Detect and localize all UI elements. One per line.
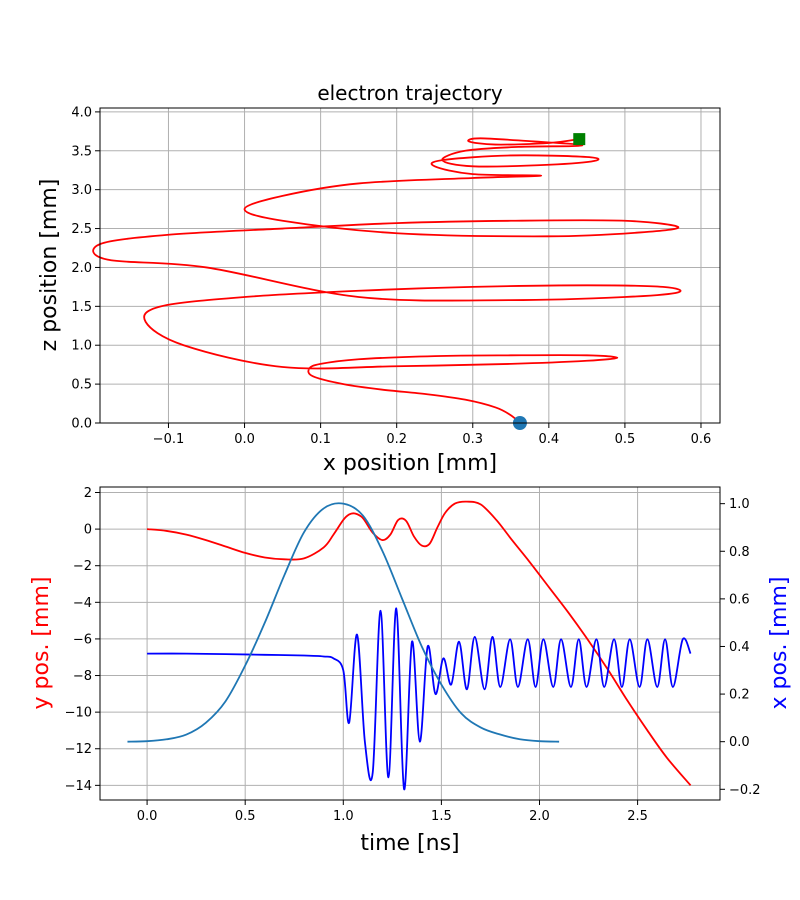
y-position-line — [147, 500, 692, 786]
time-x-tick-label: 2.5 — [627, 809, 648, 824]
trajectory-x-tick-label: 0.5 — [615, 432, 636, 447]
trajectory-x-tick-label: −0.1 — [153, 432, 185, 447]
time-x-tick-label: 0.0 — [137, 809, 158, 824]
time-series — [127, 500, 692, 791]
time-y-tick-label-right: 0.4 — [729, 640, 750, 655]
time-y-tick-label-left: −4 — [73, 596, 92, 611]
trajectory-y-axis-label: z position [mm] — [37, 179, 62, 352]
trajectory-ticks: −0.1 0.0 0.1 0.2 0.3 0.4 0.5 0.6 0.0 0.5 1.0 1.5 2.0… — [71, 105, 711, 447]
trajectory-y-tick-label: 3.5 — [71, 144, 92, 159]
time-grid — [100, 487, 720, 800]
time-y-tick-label-left: −2 — [73, 559, 92, 574]
time-x-axis-label: time [ns] — [360, 831, 459, 856]
time-frame — [99, 486, 721, 801]
time-y-tick-label-left: 0 — [84, 523, 92, 538]
trajectory-y-tick-label: 4.0 — [71, 105, 92, 120]
time-y-tick-label-right: 0.6 — [729, 592, 750, 607]
trajectory-x-tick-label: 0.2 — [386, 432, 407, 447]
time-x-tick-label: 2.0 — [529, 809, 550, 824]
trajectory-y-tick-label: 2.5 — [71, 222, 92, 237]
time-y-tick-label-left: −6 — [73, 632, 92, 647]
time-y-tick-label-left: −10 — [65, 706, 92, 721]
trajectory-x-tick-label: 0.3 — [462, 432, 483, 447]
time-x-tick-label: 1.0 — [333, 809, 354, 824]
time-y-tick-label-right: −0.2 — [729, 783, 761, 798]
time-y-tick-label-right: 1.0 — [729, 497, 750, 512]
trajectory-x-tick-label: 0.0 — [234, 432, 255, 447]
end-marker — [573, 133, 586, 146]
time-y-tick-label-left: 2 — [84, 486, 92, 501]
time-y-tick-label-left: −14 — [65, 779, 92, 794]
time-y-tick-label-right: 0.8 — [729, 545, 750, 560]
trajectory-chart: electron trajectory −0.1 0.0 0.1 0.2 0.3 0.4 0… — [37, 81, 721, 476]
trajectory-y-tick-label: 2.0 — [71, 261, 92, 276]
time-x-tick-label: 0.5 — [235, 809, 256, 824]
trajectory-y-tick-label: 1.0 — [71, 339, 92, 354]
trajectory-y-tick-label: 1.5 — [71, 300, 92, 315]
time-ticks: 0.0 0.5 1.0 1.5 2.0 2.5 2 0 −2 −4 −6 −8 −10 −12 −14 1.0… — [65, 486, 761, 824]
time-y-tick-label-left: −8 — [73, 669, 92, 684]
trajectory-y-tick-label: 3.0 — [71, 183, 92, 198]
time-y-tick-label-right: 0.2 — [729, 688, 750, 703]
trajectory-y-tick-label: 0.0 — [71, 417, 92, 432]
pulse-envelope-line — [127, 502, 560, 743]
trajectory-title: electron trajectory — [317, 81, 503, 105]
trajectory-x-tick-label: 0.1 — [310, 432, 331, 447]
time-y-axis-label-right: x pos. [mm] — [767, 577, 792, 710]
time-chart: 0.0 0.5 1.0 1.5 2.0 2.5 2 0 −2 −4 −6 −8 −10 −12 −14 1.0… — [29, 486, 792, 856]
trajectory-x-axis-label: x position [mm] — [323, 451, 497, 476]
time-y-tick-label-right: 0.0 — [729, 735, 750, 750]
trajectory-y-tick-label: 0.5 — [71, 378, 92, 393]
x-position-line — [147, 607, 692, 791]
trajectory-x-tick-label: 0.4 — [538, 432, 559, 447]
time-y-axis-label-left: y pos. [mm] — [29, 577, 54, 710]
time-y-tick-label-left: −12 — [65, 742, 92, 757]
trajectory-x-tick-label: 0.6 — [691, 432, 712, 447]
trajectory-frame — [99, 107, 721, 424]
time-x-tick-label: 1.5 — [431, 809, 452, 824]
